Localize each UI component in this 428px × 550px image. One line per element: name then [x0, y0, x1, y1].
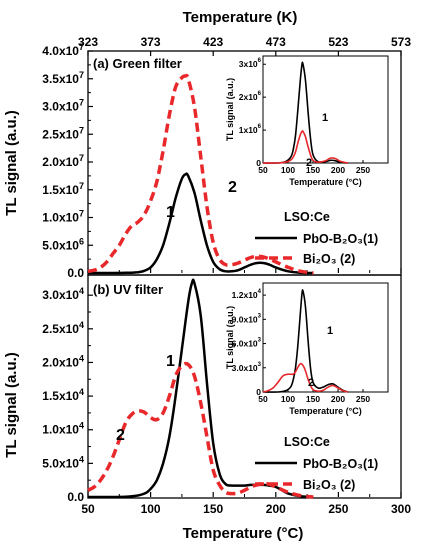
- panel-b-xtick-label-5: 300: [391, 502, 411, 516]
- inset-a-series-2-line: [262, 130, 349, 164]
- panel-b-xtick-label-4: 250: [328, 502, 348, 516]
- panel-a-inset: 50 100 150 200 250 0 1x106 2x106 3x106 TL signal …: [225, 55, 389, 187]
- panel-b-legend-entry-2: Bi₂O₃ (2): [303, 478, 355, 492]
- panel-a-ytick-label-5: 2.5x107: [42, 125, 84, 141]
- inset-b-xtick-label-3: 200: [331, 394, 345, 404]
- panel-b-ytick-label-5: 2.5x104: [42, 320, 84, 336]
- bottom-axis-title: Temperature (°C): [183, 525, 304, 542]
- inset-a-ytick-label-0: 0: [256, 158, 261, 168]
- inset-b-xlabel: Temperature (°C): [289, 406, 361, 416]
- inset-b-ytick-label-2: 6.0x103: [232, 338, 262, 349]
- top-axis-tick-label-3: 473: [266, 35, 286, 49]
- inset-a-xtick-label-1: 100: [281, 165, 295, 175]
- inset-a-xlabel: Temperature (°C): [289, 177, 361, 187]
- panel-b-annotation-2: 2: [116, 427, 125, 444]
- panel-a-ytick-label-4: 2.0x107: [42, 153, 84, 169]
- panel-b-legend: LSO:Ce PbO-B₂O₃(1) Bi₂O₃ (2): [255, 435, 378, 492]
- top-axis-tick-label-4: 523: [328, 35, 348, 49]
- inset-a-label-1: 1: [322, 112, 328, 124]
- panel-b-ylabel: TL signal (a.u.): [3, 352, 20, 458]
- panel-b-axes: 0.0 5.0x104 1.0x104 1.5x104 2.0x104 2.5x104 3.…: [42, 286, 411, 516]
- panel-a-label: (a) Green filter: [93, 56, 182, 71]
- inset-a-ytick-label-2: 2x106: [239, 91, 262, 102]
- top-axis-tick-label-5: 573: [391, 35, 411, 49]
- panel-b-ytick-label-0: 0.0: [67, 490, 84, 504]
- panel-a-ytick-label-3: 1.5x107: [42, 181, 84, 197]
- panel-b-xtick-label-3: 200: [266, 502, 286, 516]
- inset-b-series-2-line: [262, 362, 349, 393]
- panel-b-legend-title: LSO:Ce: [284, 435, 330, 449]
- top-axis-tick-label-0: 323: [78, 35, 98, 49]
- inset-b-xtick-label-1: 100: [281, 394, 295, 404]
- inset-a-label-2: 2: [306, 157, 312, 169]
- panel-a-ytick-label-6: 3.0x107: [42, 98, 84, 114]
- inset-b-ytick-label-1: 3.0x103: [232, 362, 262, 373]
- inset-a-xtick-label-3: 200: [331, 165, 345, 175]
- panel-a-annotation-1: 1: [166, 204, 175, 221]
- inset-b-xtick-label-0: 50: [258, 394, 268, 404]
- panel-a-legend-entry-1: PbO-B₂O₃(1): [303, 232, 378, 246]
- panel-a-ylabel: TL signal (a.u.): [3, 110, 20, 216]
- inset-b-frame: [262, 282, 389, 393]
- top-axis: 323 373 423 473 523 573: [78, 35, 411, 56]
- top-axis-tick-label-2: 423: [203, 35, 223, 49]
- inset-a-xtick-label-4: 250: [356, 165, 370, 175]
- inset-b-label-1: 1: [327, 325, 333, 337]
- panel-a-ytick-label-2: 1.0x107: [42, 209, 84, 225]
- panel-a-legend-title: LSO:Ce: [284, 210, 330, 224]
- panel-b-xtick-label-1: 100: [141, 502, 161, 516]
- panel-a-axes: 0.0 5.0x106 1.0x107 1.5x107 2.0x107 2.5x107 3.…: [42, 42, 402, 280]
- panel-a-ytick-label-1: 5.0x106: [42, 236, 84, 252]
- inset-b-ytick-label-0: 0: [256, 387, 261, 397]
- panel-a-ytick-label-8: 4.0x107: [42, 42, 84, 58]
- panel-b-ytick-label-2: 1.0x104: [42, 421, 84, 437]
- panel-b-legend-entry-1: PbO-B₂O₃(1): [303, 457, 378, 471]
- panel-b-xtick-label-2: 150: [203, 502, 223, 516]
- inset-a-series-1-line: [262, 61, 349, 164]
- inset-a-ytick-label-3: 3x106: [239, 58, 262, 69]
- inset-b-ylabel: TL signal (a.u.): [225, 306, 235, 369]
- inset-b-series-1-line: [262, 289, 349, 393]
- inset-b-label-2: 2: [308, 377, 314, 389]
- inset-b-xtick-label-2: 150: [306, 394, 320, 404]
- panel-a-legend: LSO:Ce PbO-B₂O₃(1) Bi₂O₃ (2): [255, 210, 378, 266]
- panel-b-xtick-label-0: 50: [81, 502, 95, 516]
- panel-b-ytick-label-1: 5.0x104: [42, 454, 84, 470]
- inset-b-xtick-label-4: 250: [356, 394, 370, 404]
- panel-b-frame: [87, 274, 402, 499]
- inset-a-xtick-label-0: 50: [258, 165, 268, 175]
- panel-a-annotation-2: 2: [228, 179, 237, 196]
- panel-a-ytick-label-0: 0.0: [67, 266, 84, 280]
- inset-a-ytick-label-1: 1x106: [239, 124, 262, 135]
- inset-a-ylabel: TL signal (a.u.): [225, 78, 235, 141]
- panel-b-ytick-label-3: 1.5x104: [42, 387, 84, 403]
- panel-a-series-1-line: [88, 172, 314, 275]
- panel-b-ytick-label-4: 2.0x104: [42, 353, 84, 369]
- inset-b-ytick-label-3: 9.0x103: [232, 313, 262, 324]
- panel-a-legend-entry-2: Bi₂O₃ (2): [303, 252, 355, 266]
- top-axis-title: Temperature (K): [183, 9, 298, 26]
- panel-b-label: (b) UV filter: [93, 282, 163, 297]
- inset-b-ytick-label-4: 1.2x104: [232, 289, 262, 300]
- panel-a-ytick-label-7: 3.5x107: [42, 70, 84, 86]
- panel-b-inset: 50 100 150 200 250 0 3.0x103 6.0x103 9.0x103 1.2x…: [225, 282, 389, 416]
- inset-a-xtick-label-2: 150: [306, 165, 320, 175]
- top-axis-tick-label-1: 373: [141, 35, 161, 49]
- panel-b-ytick-label-6: 3.0x104: [42, 286, 84, 302]
- panel-a-series: [87, 73, 314, 275]
- panel-b-annotation-1: 1: [166, 353, 175, 370]
- inset-a-frame: [262, 55, 389, 164]
